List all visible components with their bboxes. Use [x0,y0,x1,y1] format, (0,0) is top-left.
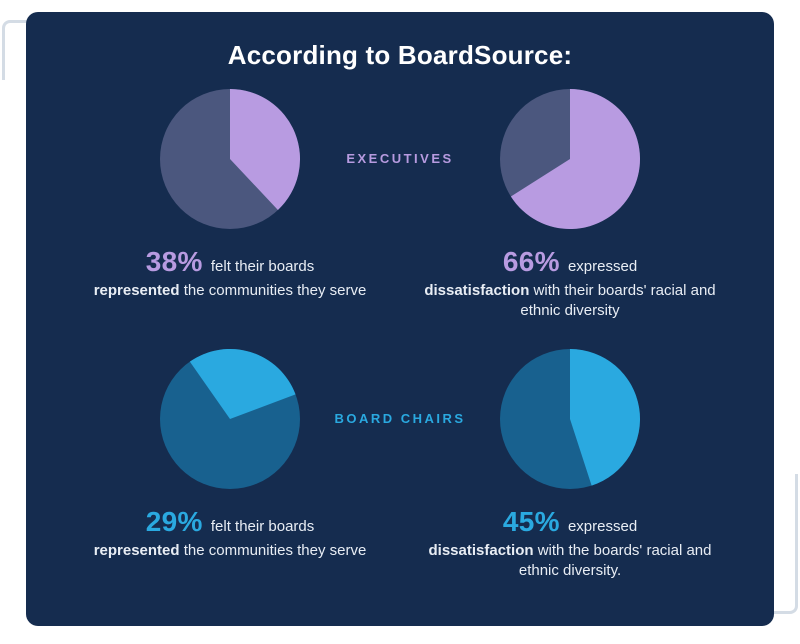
pie-executives-represented [160,89,300,229]
caption-bold: dissatisfaction [424,282,529,299]
pie-board-chairs-dissatisfaction [500,349,640,489]
caption-text-before: felt their boards [207,258,315,275]
percent-value: 38% [146,243,203,281]
panel-board-chairs-left: 29% felt their boards represented the co… [70,349,390,561]
caption-board-chairs-left: 29% felt their boards represented the co… [70,503,390,561]
percent-value: 45% [503,503,560,541]
pie-svg [160,349,300,489]
panel-executives-left: 38% felt their boards represented the co… [70,89,390,301]
caption-bold: dissatisfaction [429,542,534,559]
pie-svg [160,89,300,229]
section-board-chairs: BOARD CHAIRS 29% felt their boards repre… [56,349,744,609]
card-title: According to BoardSource: [56,40,744,71]
pie-board-chairs-represented [160,349,300,489]
caption-text-after: the communities they serve [180,542,367,559]
percent-value: 66% [503,243,560,281]
caption-board-chairs-right: 45% expressed dissatisfaction with the b… [410,503,730,581]
infographic-card: According to BoardSource: EXECUTIVES 38%… [26,12,774,626]
caption-text-after: the communities they serve [180,282,367,299]
caption-text-before: felt their boards [207,518,315,535]
pie-svg [500,349,640,489]
pie-svg [500,89,640,229]
caption-bold: represented [94,542,180,559]
caption-executives-right: 66% expressed dissatisfaction with their… [410,243,730,321]
panel-executives-right: 66% expressed dissatisfaction with their… [410,89,730,321]
percent-value: 29% [146,503,203,541]
caption-text-before: expressed [564,258,637,275]
panel-board-chairs-right: 45% expressed dissatisfaction with the b… [410,349,730,581]
section-executives: EXECUTIVES 38% felt their boards represe… [56,89,744,349]
caption-text-after: with their boards' racial and ethnic div… [520,282,715,319]
pie-executives-dissatisfaction [500,89,640,229]
caption-executives-left: 38% felt their boards represented the co… [70,243,390,301]
caption-text-after: with the boards' racial and ethnic diver… [519,542,712,579]
caption-text-before: expressed [564,518,637,535]
caption-bold: represented [94,282,180,299]
